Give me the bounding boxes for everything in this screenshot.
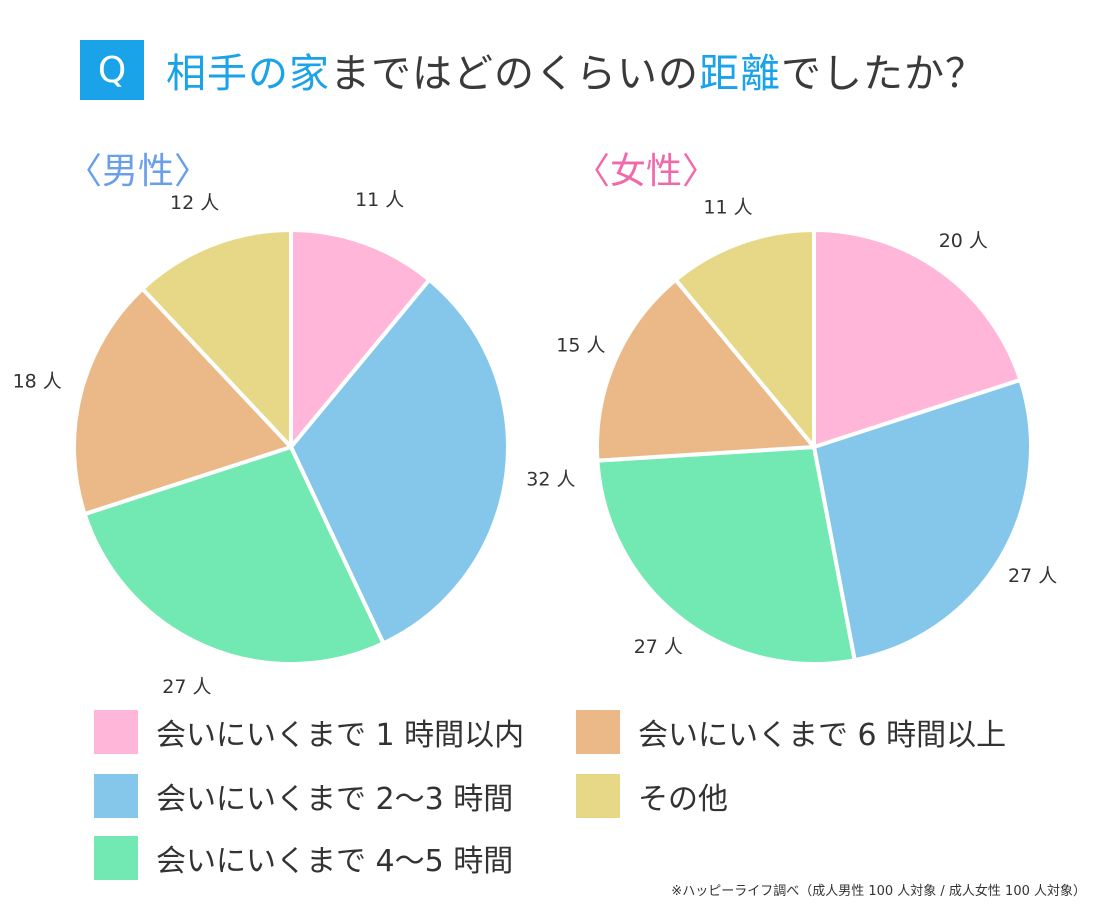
legend-item-2-3h: 会いにいくまで 2〜3 時間 <box>94 774 513 818</box>
page-title: 相手の家まではどのくらいの距離でしたか？ <box>166 41 986 99</box>
female-slice-3 <box>595 277 816 463</box>
legend-label: その他 <box>638 782 728 817</box>
female-slice-label-0: 20 人 <box>939 230 988 252</box>
legend-swatch <box>94 836 138 880</box>
female-slice-2 <box>595 445 857 666</box>
legend-swatch <box>94 774 138 818</box>
legend-swatch <box>576 710 620 754</box>
legend-swatch <box>94 710 138 754</box>
legend-label: 会いにいくまで 6 時間以上 <box>638 718 1007 753</box>
female-slice-1 <box>812 377 1033 663</box>
male-slice-label-1: 32 人 <box>526 468 575 490</box>
legend-item-4-5h: 会いにいくまで 4〜5 時間 <box>94 836 513 880</box>
female-slice-label-2: 27 人 <box>634 636 683 658</box>
title-part: まではどのくらいの <box>330 51 699 97</box>
female-slice-label-1: 27 人 <box>1008 565 1057 587</box>
male-chart-title: 〈男性〉 <box>66 151 211 192</box>
legend-swatch <box>576 774 620 818</box>
male-slice-4 <box>140 228 293 449</box>
legend-label: 会いにいくまで 4〜5 時間 <box>156 844 514 879</box>
male-slice-label-0: 11 人 <box>355 189 404 211</box>
male-slice-3 <box>72 286 293 517</box>
title-part: 相手の家 <box>166 51 330 97</box>
pie-charts: 11 人 32 人 27 人 18 人 12 人 20 人 27 人 27 人 15 人 11 人 <box>13 189 1058 698</box>
male-slice-2 <box>82 445 386 666</box>
legend-label: 会いにいくまで 1 時間以内 <box>156 718 525 753</box>
male-slice-label-2: 27 人 <box>162 676 211 698</box>
female-slice-label-4: 11 人 <box>703 197 752 219</box>
legend-item-other: その他 <box>576 774 728 818</box>
title-part: 距離 <box>699 51 781 97</box>
legend-item-6h: 会いにいくまで 6 時間以上 <box>576 710 1006 754</box>
title-part: でしたか？ <box>781 51 986 97</box>
male-slice-1 <box>289 277 510 646</box>
legend-label: 会いにいくまで 2〜3 時間 <box>156 782 514 817</box>
female-slice-label-3: 15 人 <box>556 335 605 357</box>
legend-item-1h: 会いにいくまで 1 時間以内 <box>94 710 524 754</box>
male-slice-0 <box>289 228 432 449</box>
female-slice-4 <box>673 228 816 449</box>
title-row: Q 相手の家まではどのくらいの距離でしたか？ <box>80 40 986 100</box>
footnote: ※ハッピーライフ調べ（成人男性 100 人対象 / 成人女性 100 人対象） <box>671 884 1086 899</box>
female-slice-0 <box>812 228 1023 449</box>
female-chart-title: 〈女性〉 <box>574 151 719 192</box>
q-badge: Q <box>80 40 144 100</box>
male-slice-label-4: 12 人 <box>170 192 219 214</box>
male-slice-label-3: 18 人 <box>13 370 62 392</box>
